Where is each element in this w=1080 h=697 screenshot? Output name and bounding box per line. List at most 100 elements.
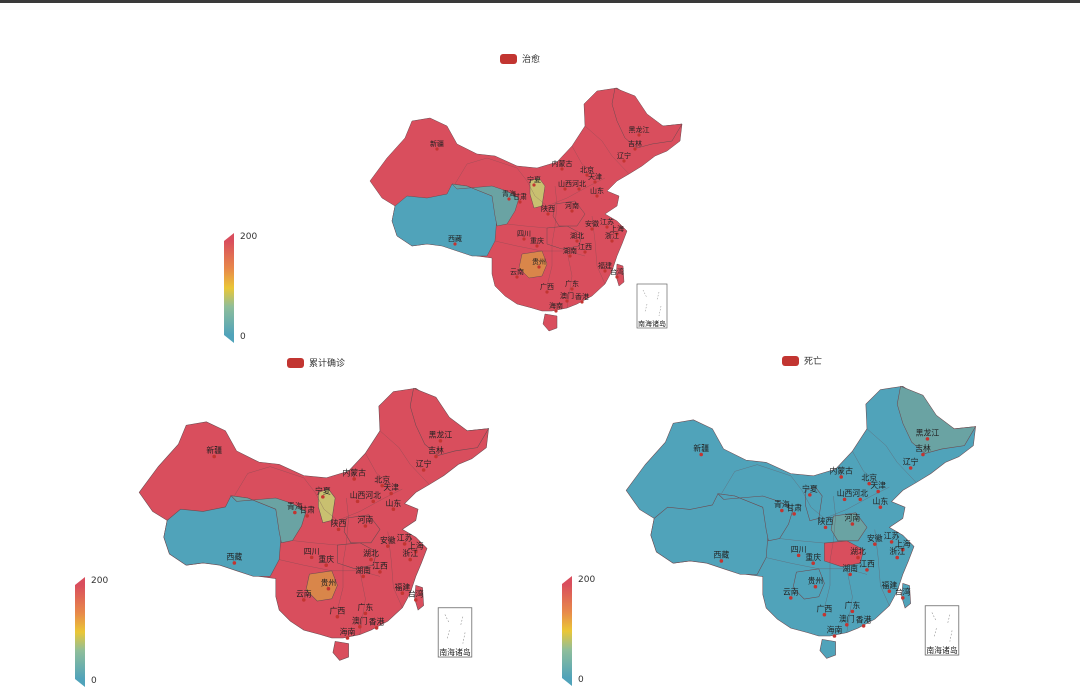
province-marker[interactable] — [518, 200, 522, 204]
province-marker[interactable] — [861, 624, 866, 628]
province-marker[interactable] — [305, 514, 309, 518]
province-marker[interactable] — [622, 159, 626, 163]
province-marker[interactable] — [850, 609, 855, 614]
province-marker[interactable] — [568, 254, 572, 258]
province-region-hainan[interactable] — [332, 641, 349, 661]
province-region-heilongjiang[interactable] — [611, 87, 683, 149]
province-marker[interactable] — [593, 180, 597, 184]
province-marker[interactable] — [580, 300, 584, 304]
province-marker[interactable] — [699, 452, 703, 457]
province-marker[interactable] — [615, 275, 619, 279]
legend-item-cured[interactable]: 治愈 — [500, 52, 540, 65]
visualmap-gradient-bar[interactable] — [75, 585, 85, 679]
province-marker[interactable] — [532, 183, 536, 187]
province-marker[interactable] — [603, 269, 607, 273]
visualmap-gradient-bar[interactable] — [562, 584, 572, 678]
province-marker[interactable] — [321, 495, 325, 499]
province-marker[interactable] — [324, 563, 328, 567]
province-marker[interactable] — [889, 540, 894, 544]
province-region-taiwan[interactable] — [901, 582, 911, 609]
province-region-henan[interactable] — [552, 200, 586, 227]
province-marker[interactable] — [378, 570, 382, 574]
legend-item-confirmed[interactable]: 累计确诊 — [287, 356, 345, 369]
province-marker[interactable] — [363, 524, 368, 528]
province-region-qinghai[interactable] — [230, 495, 307, 544]
province-marker[interactable] — [789, 596, 793, 600]
province-marker[interactable] — [434, 454, 438, 459]
visualmap-deaths[interactable]: 200 0 — [562, 575, 612, 696]
province-marker[interactable] — [336, 527, 341, 532]
province-marker[interactable] — [925, 437, 930, 441]
province-marker[interactable] — [232, 561, 237, 565]
visualmap-confirmed[interactable]: 200 0 — [75, 576, 125, 697]
province-marker[interactable] — [345, 636, 350, 640]
visualmap-min-handle[interactable] — [224, 335, 234, 343]
province-marker[interactable] — [363, 611, 368, 616]
province-marker[interactable] — [522, 237, 526, 241]
province-region-henan[interactable] — [830, 512, 868, 542]
province-marker[interactable] — [719, 559, 724, 563]
province-marker[interactable] — [850, 522, 855, 526]
province-marker[interactable] — [878, 505, 883, 509]
province-marker[interactable] — [369, 557, 373, 562]
province-region-heilongjiang[interactable] — [896, 385, 977, 454]
province-marker[interactable] — [358, 625, 362, 629]
province-marker[interactable] — [570, 287, 574, 291]
province-marker[interactable] — [352, 477, 356, 481]
visualmap-gradient-bar[interactable] — [224, 241, 234, 335]
visualmap-max-handle[interactable] — [75, 577, 85, 585]
province-marker[interactable] — [811, 561, 815, 565]
province-marker[interactable] — [780, 508, 784, 513]
province-marker[interactable] — [577, 187, 581, 191]
province-marker[interactable] — [590, 227, 594, 231]
province-region-henan[interactable] — [343, 514, 381, 544]
visualmap-max-handle[interactable] — [562, 576, 572, 584]
province-marker[interactable] — [823, 525, 828, 530]
province-marker[interactable] — [438, 439, 443, 443]
province-marker[interactable] — [402, 542, 407, 546]
province-marker[interactable] — [545, 290, 549, 294]
province-marker[interactable] — [453, 242, 457, 246]
province-marker[interactable] — [876, 489, 880, 494]
province-marker[interactable] — [212, 454, 216, 459]
visualmap-min-handle[interactable] — [562, 678, 572, 686]
province-marker[interactable] — [637, 133, 641, 137]
province-marker[interactable] — [908, 466, 913, 470]
province-marker[interactable] — [507, 197, 511, 201]
province-marker[interactable] — [839, 475, 843, 479]
province-marker[interactable] — [848, 572, 852, 577]
province-marker[interactable] — [335, 614, 340, 619]
province-marker[interactable] — [326, 586, 331, 591]
province-marker[interactable] — [302, 598, 306, 602]
legend-item-deaths[interactable]: 死亡 — [782, 354, 822, 367]
visualmap-cured[interactable]: 200 0 — [224, 232, 274, 353]
province-marker[interactable] — [895, 555, 899, 560]
province-marker[interactable] — [610, 239, 614, 243]
province-region-xizang[interactable] — [391, 183, 498, 257]
province-region-xizang[interactable] — [650, 493, 769, 575]
province-region-heilongjiang[interactable] — [409, 387, 490, 456]
province-marker[interactable] — [813, 584, 818, 589]
province-marker[interactable] — [355, 499, 360, 504]
province-marker[interactable] — [565, 299, 569, 303]
province-marker[interactable] — [595, 194, 599, 198]
province-marker[interactable] — [515, 275, 519, 279]
province-marker[interactable] — [560, 167, 564, 171]
province-marker[interactable] — [867, 481, 871, 486]
province-marker[interactable] — [389, 491, 393, 496]
province-marker[interactable] — [386, 544, 390, 548]
province-marker[interactable] — [293, 510, 297, 515]
province-region-hainan[interactable] — [542, 313, 558, 332]
province-marker[interactable] — [414, 549, 418, 554]
province-marker[interactable] — [563, 187, 567, 191]
province-marker[interactable] — [858, 497, 863, 502]
province-marker[interactable] — [309, 555, 314, 560]
province-marker[interactable] — [605, 225, 609, 229]
province-marker[interactable] — [585, 173, 589, 177]
province-marker[interactable] — [583, 250, 587, 254]
province-marker[interactable] — [792, 512, 796, 516]
province-marker[interactable] — [535, 244, 539, 248]
province-region-xizang[interactable] — [163, 495, 282, 577]
province-marker[interactable] — [380, 483, 384, 488]
